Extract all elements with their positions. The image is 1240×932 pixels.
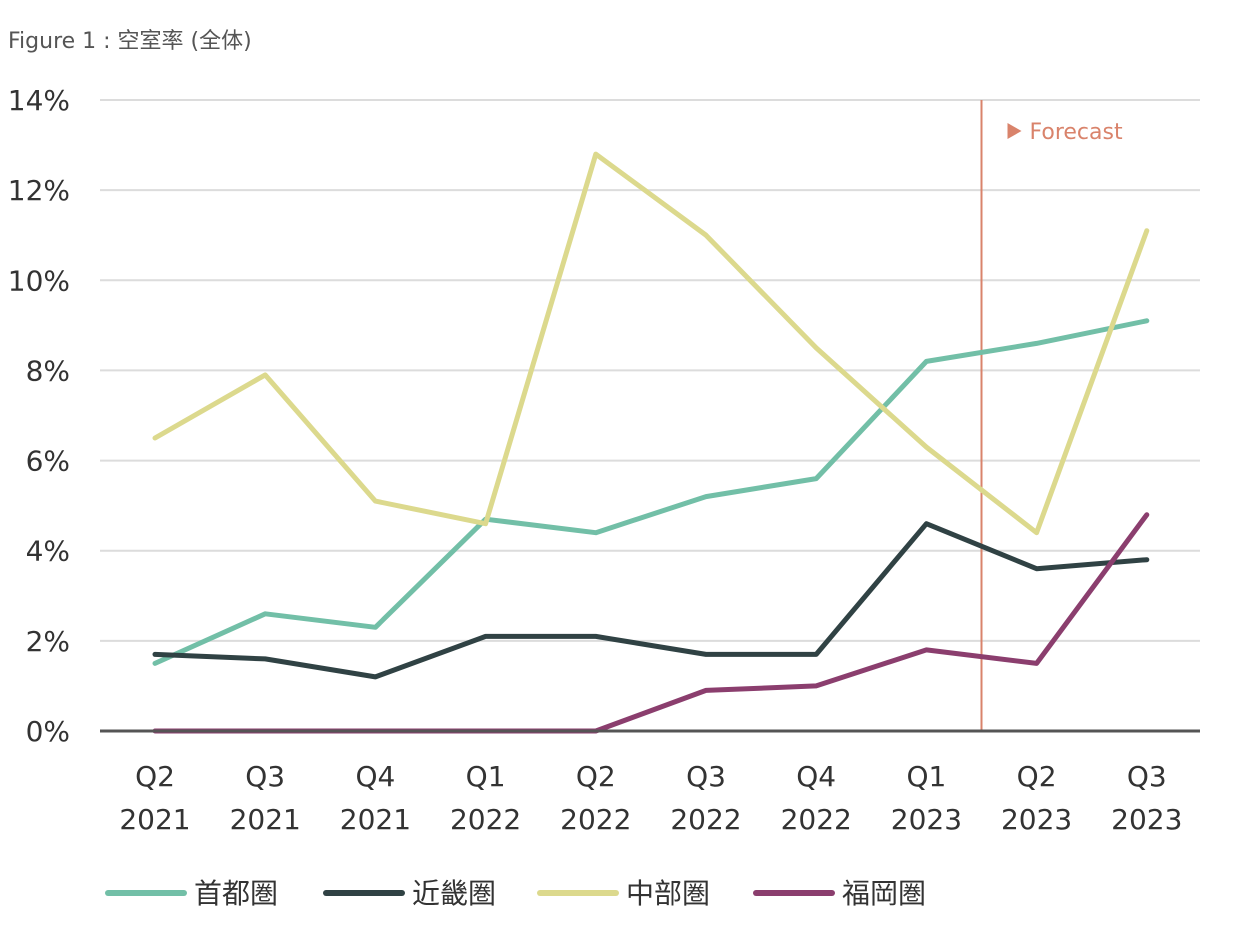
x-tick-label-year: 2021 [230,803,301,836]
x-tick-label-quarter: Q1 [466,760,506,793]
x-tick-label-quarter: Q3 [1127,760,1167,793]
x-tick-label-quarter: Q4 [796,760,836,793]
legend-label: 首都圏 [194,877,278,910]
x-tick-label-year: 2023 [891,803,962,836]
x-tick-label-quarter: Q3 [245,760,285,793]
x-tick-label-quarter: Q2 [135,760,175,793]
series-line-1 [152,318,1150,666]
grid-lines [100,99,1200,642]
y-tick-label: 14% [8,84,70,117]
y-tick-label: 12% [8,174,70,207]
x-tick-label-year: 2023 [1111,803,1182,836]
chart-title: Figure 1 : 空室率 (全体) [8,29,252,54]
x-tick-label-year: 2021 [119,803,190,836]
x-tick-label-year: 2021 [340,803,411,836]
x-axis-ticks: Q2 2021 Q3 2021 Q4 2021 Q1 2022 Q2 2022 Q3 2022 Q4 20… [119,760,1182,836]
series-line-3 [152,151,1150,536]
y-tick-label: 8% [26,354,70,387]
x-tick-label-quarter: Q4 [355,760,395,793]
legend: 首都圏 近畿圏 中部圏 福岡圏 [105,877,926,910]
x-tick-label-year: 2023 [1001,803,1072,836]
forecast-arrow-icon [1007,123,1022,139]
x-tick-label-quarter: Q2 [576,760,616,793]
y-tick-label: 0% [26,715,70,748]
forecast-label: Forecast [1030,120,1123,145]
y-tick-label: 6% [26,445,70,478]
series-line-4 [152,512,1150,734]
x-tick-label-quarter: Q3 [686,760,726,793]
y-tick-label: 10% [8,264,70,297]
x-tick-label-year: 2022 [670,803,741,836]
x-tick-label-quarter: Q1 [906,760,946,793]
x-tick-label-year: 2022 [781,803,852,836]
x-tick-label-quarter: Q2 [1017,760,1057,793]
x-tick-label-year: 2022 [450,803,521,836]
y-axis-ticks: 0% 2% 4% 6% 8% 10% 12% 14% [8,84,70,748]
y-tick-label: 2% [26,625,70,658]
x-tick-label-year: 2022 [560,803,631,836]
legend-label: 中部圏 [626,877,710,910]
forecast-marker: Forecast [980,100,1123,731]
y-tick-label: 4% [26,535,70,568]
series-line-2 [152,521,1150,680]
legend-label: 近畿圏 [412,877,496,910]
series-lines [152,151,1150,734]
legend-label: 福岡圏 [842,877,926,910]
